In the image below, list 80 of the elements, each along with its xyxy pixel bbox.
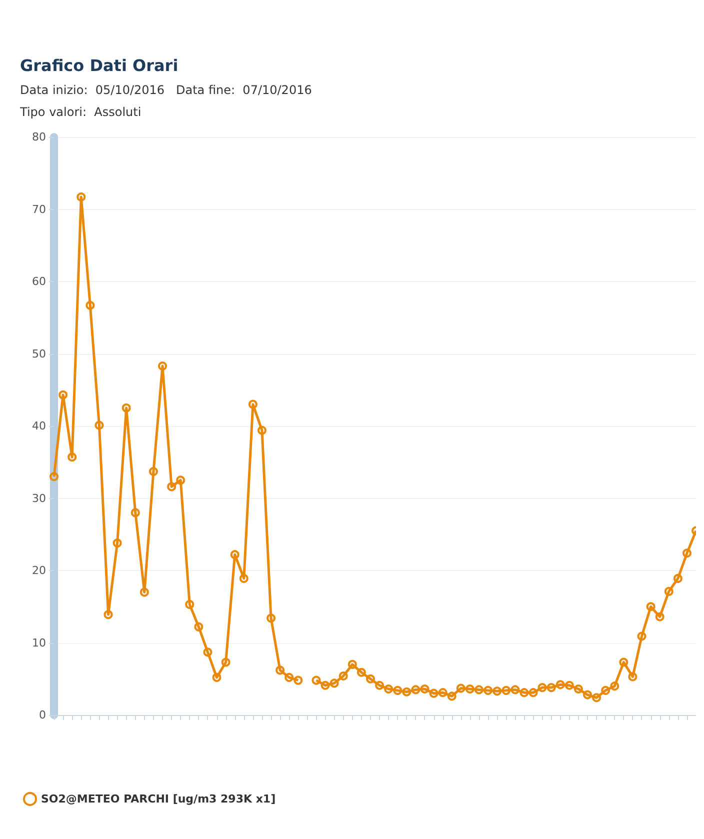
point (176, 476, 186, 485)
point (655, 612, 664, 622)
point (158, 362, 168, 371)
y-tick-label: 10 (32, 636, 46, 650)
point (447, 692, 456, 701)
point (510, 685, 520, 694)
point (438, 688, 448, 698)
point (203, 648, 212, 657)
point (592, 693, 602, 702)
point (564, 680, 574, 690)
point (484, 686, 493, 695)
point (130, 508, 140, 518)
point (320, 680, 330, 690)
point (646, 602, 656, 612)
point (556, 680, 565, 690)
point (104, 610, 113, 620)
point (610, 682, 620, 691)
point (673, 574, 682, 583)
point (402, 687, 412, 696)
point (148, 467, 158, 476)
point (212, 672, 222, 682)
point (456, 684, 466, 693)
point (502, 686, 511, 695)
point (393, 686, 402, 695)
point (257, 426, 266, 435)
point (140, 588, 149, 597)
point (167, 482, 176, 492)
point (574, 684, 583, 694)
y-tick-label: 60 (32, 275, 46, 288)
point (58, 390, 68, 400)
point (682, 548, 692, 558)
point (112, 538, 122, 548)
point (348, 660, 357, 669)
point (538, 683, 547, 692)
point (375, 680, 384, 690)
point (492, 686, 502, 696)
chart-title: Grafico Dati Orari (20, 56, 180, 75)
point (194, 622, 204, 632)
point (465, 684, 474, 694)
y-tick-label: 70 (32, 202, 46, 216)
chart-subtitle: Data inizio: 05/10/2016 Data fine: 07/10/2016 (20, 83, 313, 97)
legend-label: SO2@METEO PARCHI [ug/m3 293K x1] (41, 792, 276, 806)
point (546, 683, 556, 692)
point (94, 420, 104, 430)
point (86, 300, 95, 310)
point (248, 400, 258, 409)
point (276, 666, 285, 675)
point (528, 688, 538, 698)
point (230, 550, 240, 560)
point (266, 614, 276, 623)
point (664, 586, 674, 596)
y-tick-label: 20 (32, 564, 46, 577)
text: Tipo valori: Assoluti (20, 105, 142, 119)
point (583, 690, 592, 700)
y-tick-label: 0 (39, 708, 46, 722)
point (366, 674, 375, 684)
point (520, 688, 529, 698)
point (221, 658, 230, 667)
point (338, 671, 348, 680)
point (68, 452, 77, 462)
point (76, 192, 86, 202)
point (601, 686, 610, 695)
point (384, 684, 394, 694)
y-tick-label: 40 (32, 420, 46, 432)
point (330, 678, 339, 688)
point (356, 668, 366, 677)
y-tick-label: 30 (32, 492, 46, 505)
point (420, 684, 430, 694)
point (474, 685, 484, 694)
point (239, 574, 248, 583)
y-tick-label: 50 (32, 347, 46, 360)
y-tick-label: 80 (32, 130, 46, 144)
point (122, 403, 131, 412)
point (637, 632, 646, 641)
point (429, 688, 438, 698)
point (411, 685, 420, 694)
point (619, 658, 628, 667)
point (284, 672, 294, 682)
point (185, 600, 194, 609)
point (628, 672, 638, 682)
